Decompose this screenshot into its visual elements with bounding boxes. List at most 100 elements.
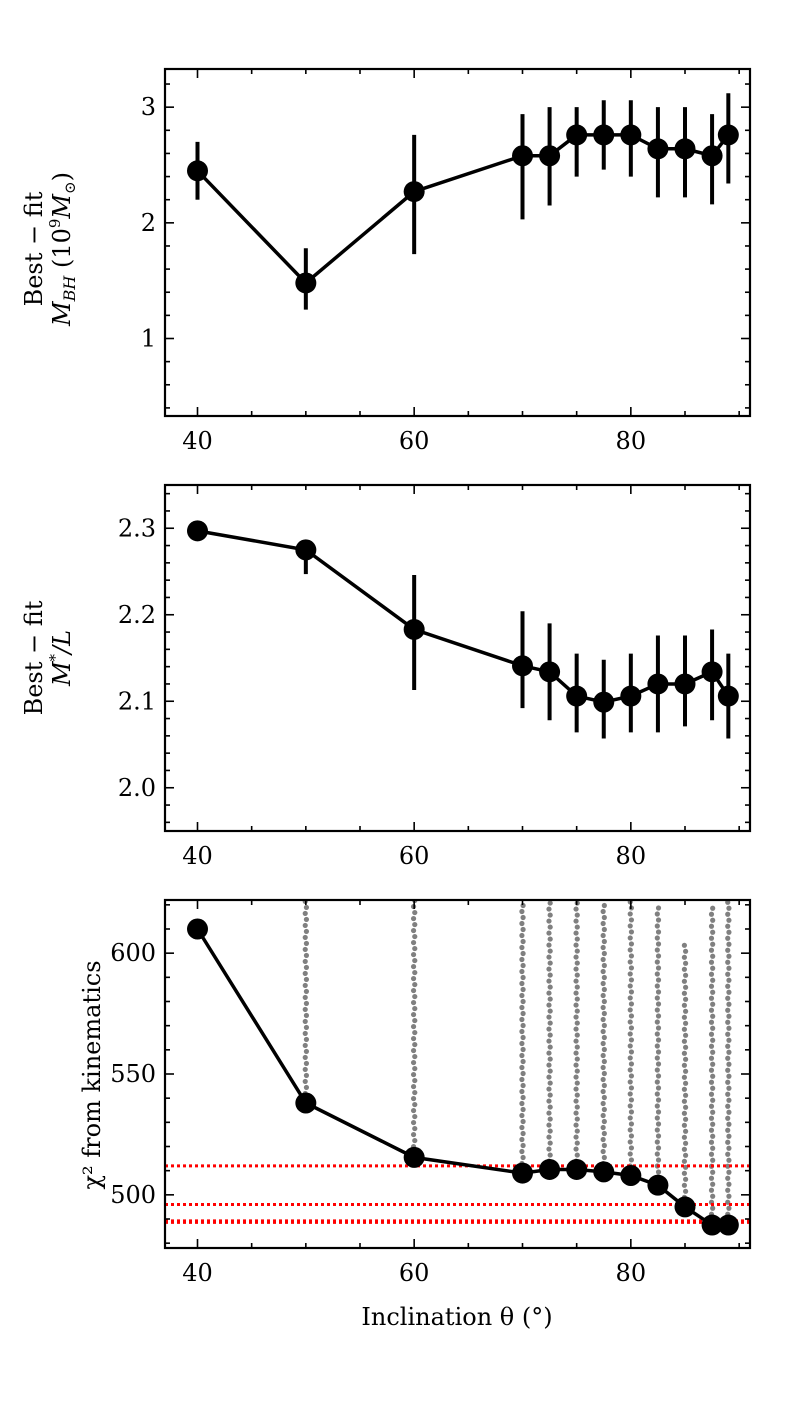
grid-model-point bbox=[683, 1152, 689, 1158]
data-point bbox=[539, 1158, 561, 1180]
grid-model-column bbox=[546, 900, 553, 1176]
data-point bbox=[566, 124, 588, 146]
grid-model-point bbox=[573, 966, 579, 972]
grid-model-point bbox=[654, 1127, 660, 1133]
grid-model-point bbox=[600, 1088, 606, 1095]
grid-model-point bbox=[600, 1100, 606, 1107]
grid-model-point bbox=[654, 1067, 660, 1073]
grid-model-point bbox=[708, 1007, 715, 1013]
grid-model-point bbox=[574, 1020, 580, 1026]
grid-model-point bbox=[628, 1061, 635, 1067]
grid-model-point bbox=[628, 917, 635, 923]
grid-model-point bbox=[708, 1079, 715, 1085]
grid-model-point bbox=[681, 990, 688, 996]
grid-model-point bbox=[600, 1004, 606, 1011]
grid-model-point bbox=[710, 989, 716, 995]
data-point bbox=[539, 145, 561, 167]
grid-model-column bbox=[410, 900, 418, 1162]
grid-model-point bbox=[654, 959, 660, 965]
grid-model-point bbox=[710, 917, 716, 923]
grid-model-point bbox=[601, 998, 607, 1005]
data-point bbox=[674, 138, 696, 160]
x-tick-label: 60 bbox=[399, 427, 430, 455]
grid-model-point bbox=[708, 1091, 715, 1097]
grid-model-point bbox=[412, 1101, 418, 1108]
x-tick-label: 80 bbox=[616, 427, 647, 455]
grid-model-point bbox=[546, 1050, 552, 1056]
grid-model-point bbox=[708, 1175, 715, 1181]
grid-model-point bbox=[725, 1007, 731, 1013]
grid-model-point bbox=[574, 912, 580, 918]
grid-model-point bbox=[546, 930, 552, 936]
grid-model-point bbox=[726, 1109, 732, 1115]
grid-model-point bbox=[520, 938, 526, 945]
grid-model-point bbox=[708, 959, 715, 965]
grid-model-point bbox=[547, 936, 553, 942]
grid-model-point bbox=[655, 1073, 662, 1079]
grid-model-point bbox=[547, 996, 553, 1002]
grid-model-point bbox=[573, 1086, 579, 1092]
grid-model-point bbox=[681, 1026, 688, 1032]
grid-model-point bbox=[627, 1079, 633, 1085]
grid-model-point bbox=[410, 1083, 417, 1090]
grid-model-point bbox=[683, 984, 689, 990]
grid-model-point bbox=[546, 978, 552, 984]
y-tick-label: 2.3 bbox=[118, 514, 156, 542]
data-point bbox=[403, 618, 425, 640]
grid-model-point bbox=[627, 1055, 633, 1061]
grid-model-point bbox=[655, 965, 662, 971]
grid-model-point bbox=[683, 1188, 689, 1194]
grid-model-point bbox=[681, 1050, 688, 1056]
grid-model-point bbox=[412, 945, 418, 952]
x-tick-label: 80 bbox=[616, 1259, 647, 1287]
grid-model-point bbox=[573, 978, 579, 984]
grid-model-point bbox=[412, 1077, 418, 1084]
grid-model-point bbox=[726, 1061, 732, 1067]
grid-model-point bbox=[520, 986, 526, 993]
grid-model-point bbox=[726, 953, 732, 959]
grid-model-point bbox=[726, 1013, 732, 1019]
grid-model-point bbox=[710, 977, 716, 983]
grid-model-point bbox=[627, 1031, 633, 1037]
grid-model-point bbox=[546, 1122, 552, 1128]
data-point bbox=[593, 1161, 615, 1183]
grid-model-point bbox=[574, 1092, 580, 1098]
grid-model-point bbox=[628, 1049, 635, 1055]
y-tick-label: 3 bbox=[141, 93, 156, 121]
grid-model-point bbox=[410, 1059, 417, 1066]
grid-model-point bbox=[410, 987, 417, 994]
grid-model-point bbox=[725, 900, 731, 905]
grid-model-point bbox=[708, 947, 715, 953]
grid-model-point bbox=[410, 975, 417, 982]
grid-model-point bbox=[708, 1115, 715, 1121]
grid-model-point bbox=[303, 988, 310, 995]
grid-model-point bbox=[725, 1043, 731, 1049]
grid-model-point bbox=[710, 1037, 716, 1043]
series-line bbox=[197, 529, 730, 704]
grid-model-point bbox=[573, 918, 579, 924]
grid-model-point bbox=[655, 917, 662, 923]
plot-area bbox=[187, 520, 739, 739]
grid-model-point bbox=[655, 1061, 662, 1067]
grid-model-point bbox=[601, 914, 607, 921]
grid-model-point bbox=[725, 1187, 731, 1193]
grid-model-point bbox=[628, 1025, 635, 1031]
grid-model-point bbox=[600, 1136, 606, 1143]
grid-model-point bbox=[574, 1056, 580, 1062]
grid-model-point bbox=[710, 1169, 716, 1175]
grid-model-point bbox=[601, 1082, 607, 1089]
series-line bbox=[196, 133, 730, 286]
grid-model-point bbox=[547, 1044, 553, 1050]
grid-model-point bbox=[410, 1011, 417, 1018]
y-axis-label-mbh: Best − fit MBH (109M⊙) bbox=[20, 172, 79, 327]
grid-model-point bbox=[601, 1142, 607, 1149]
grid-model-point bbox=[412, 1017, 418, 1024]
x-tick-label: 60 bbox=[399, 842, 430, 870]
grid-model-column bbox=[573, 900, 580, 1176]
grid-model-point bbox=[654, 983, 660, 989]
grid-model-point bbox=[627, 1127, 633, 1133]
grid-model-point bbox=[574, 996, 580, 1002]
grid-model-point bbox=[547, 984, 553, 990]
grid-model-point bbox=[600, 920, 606, 927]
grid-model-point bbox=[519, 1112, 525, 1119]
